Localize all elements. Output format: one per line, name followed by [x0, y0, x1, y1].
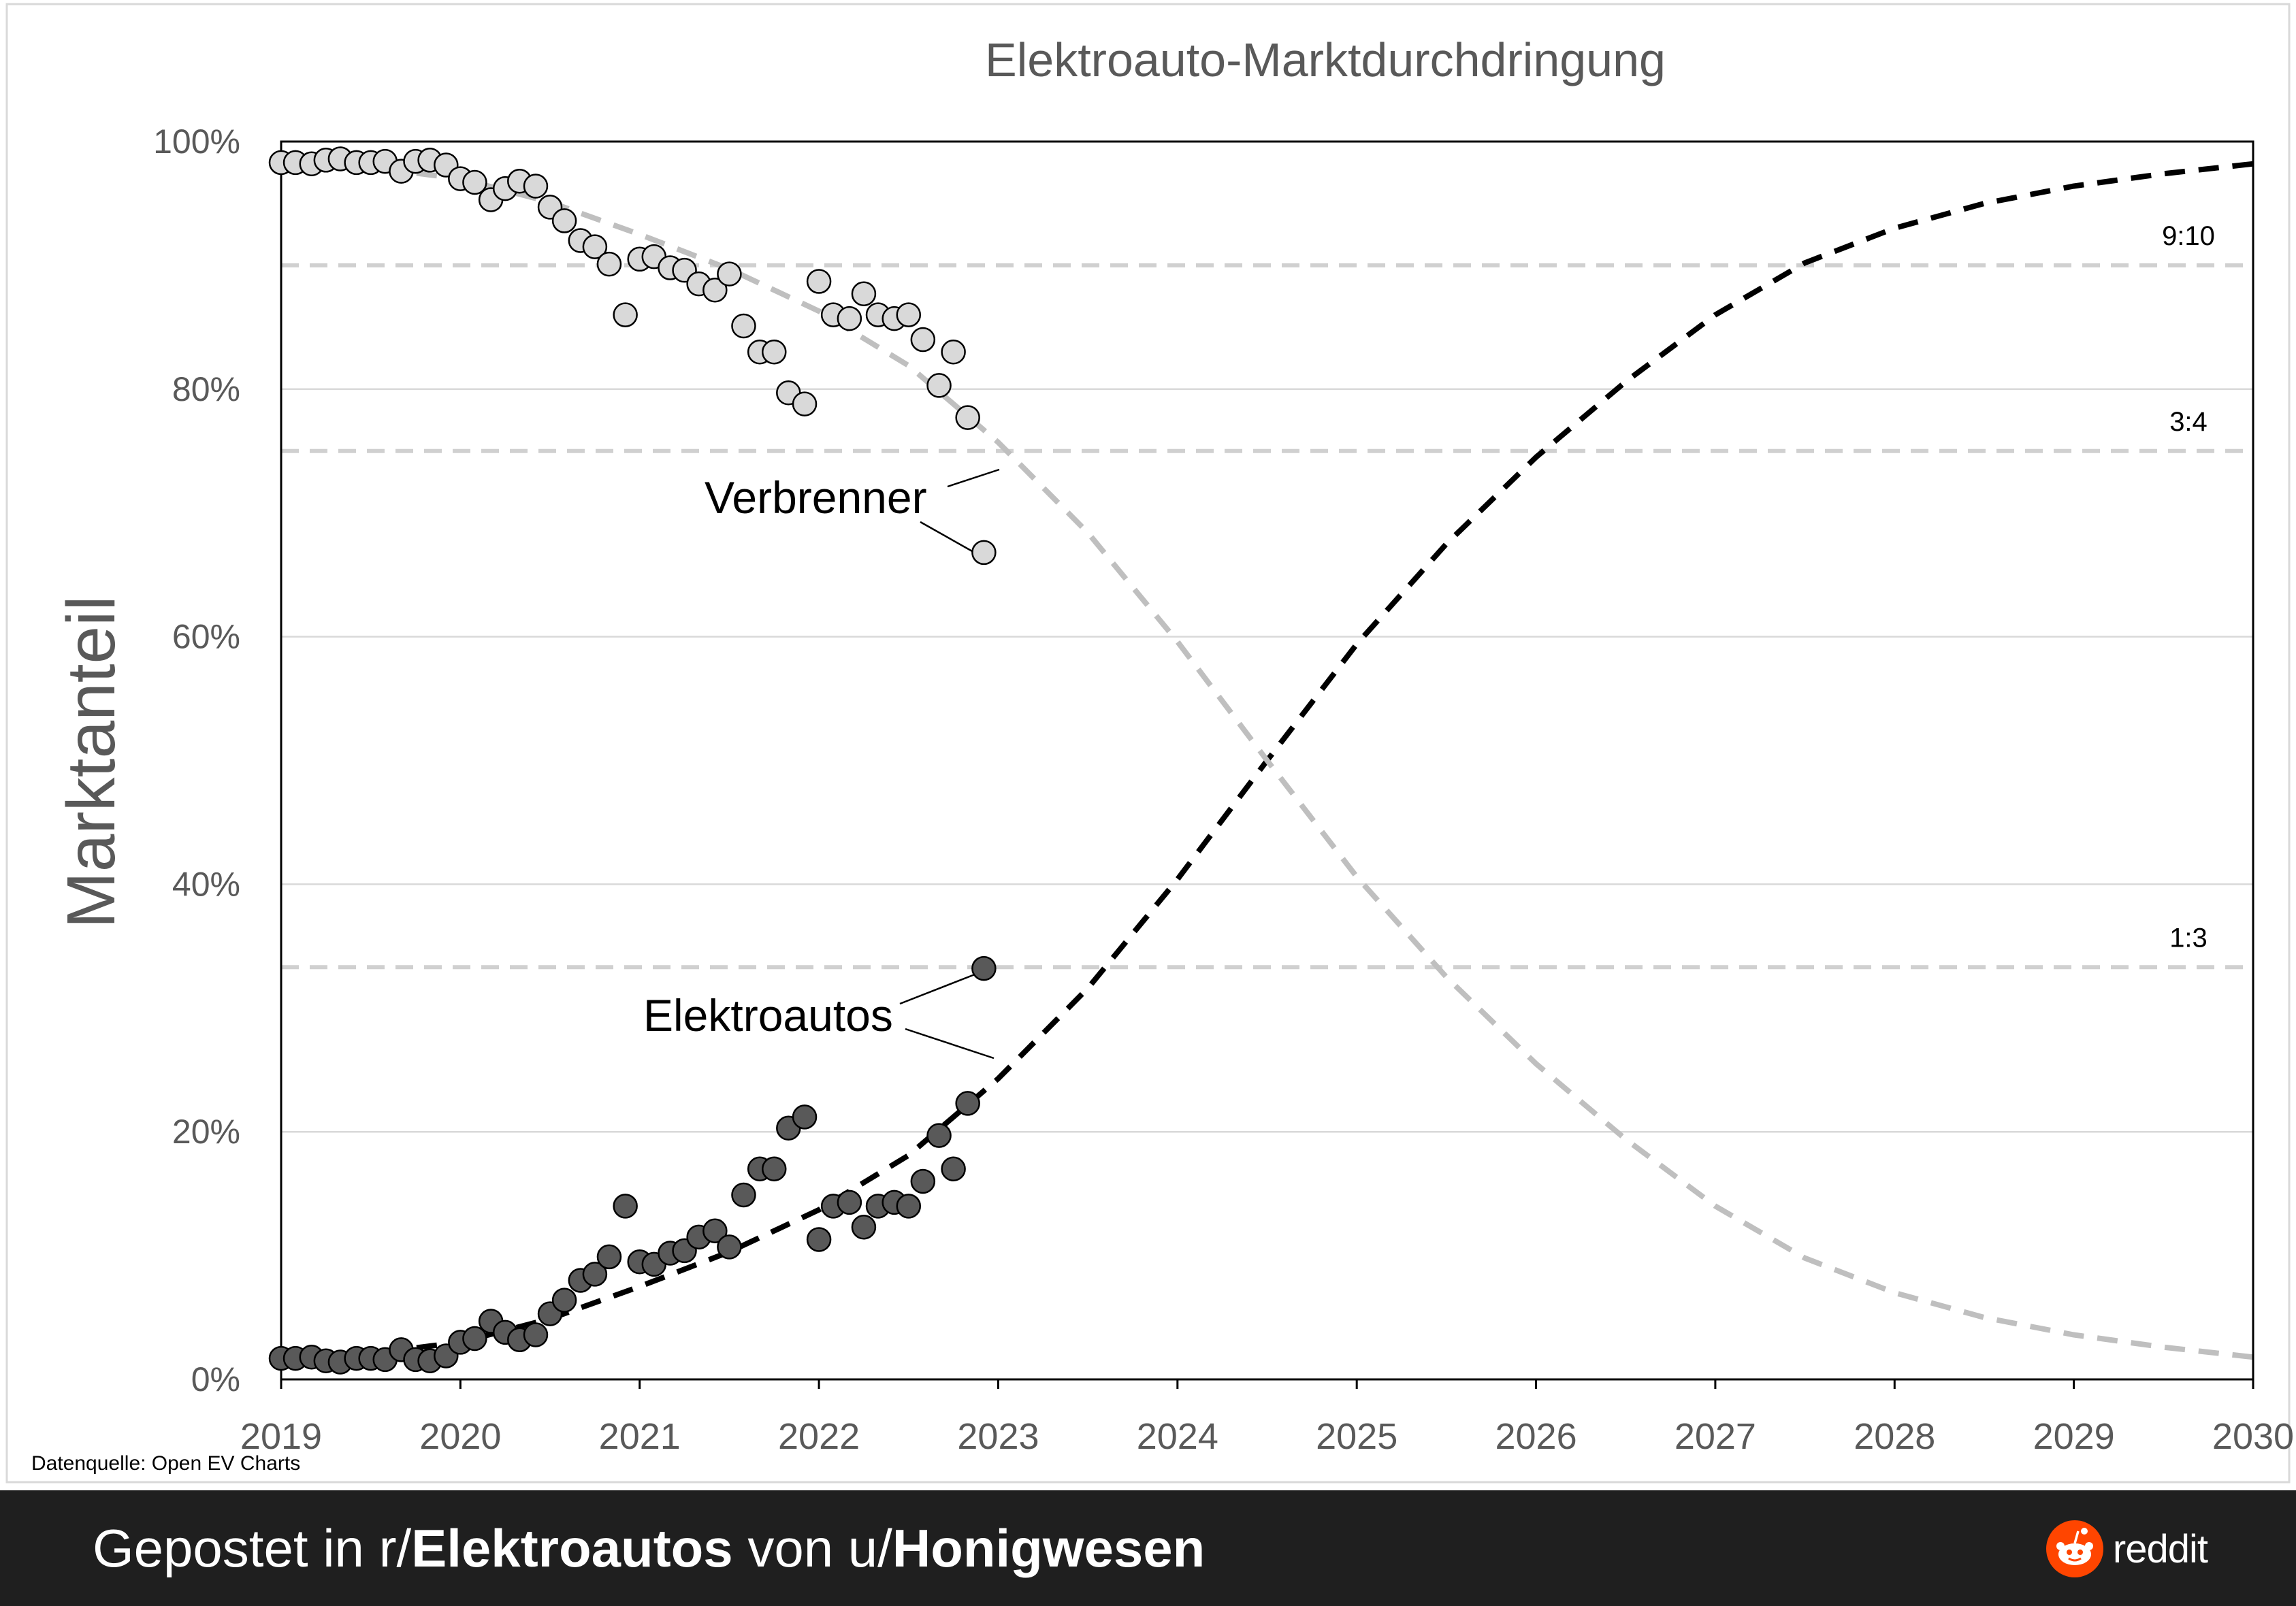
x-tick-label: 2020: [419, 1416, 501, 1457]
x-tick-labels: 2019 2020 2021 2022 2023 2024 2025 2026 2027 2028…: [240, 1379, 2294, 1457]
annotation-verbrenner: Verbrenner: [705, 472, 927, 523]
ev-data-point: [955, 1091, 980, 1116]
ice-data-point: [971, 540, 997, 566]
footer-caption: Gepostet in r/Elektroautos von u/Honigwe…: [93, 1490, 1205, 1606]
ice-data-point: [551, 208, 577, 233]
ice-data-point: [926, 373, 952, 398]
ice-data-point: [717, 261, 742, 286]
chart-figure: Elektroauto-Marktdurchdringung Marktante…: [5, 3, 2295, 1484]
leader-verbrenner-trend: [947, 468, 1000, 488]
reference-line-label: 3:4: [2169, 407, 2208, 437]
plot-frame: [280, 140, 2254, 1381]
trend-line: [280, 157, 2254, 1360]
y-tick-label: 100%: [153, 122, 240, 161]
ev-data-point: [462, 1326, 487, 1351]
ev-data-point: [837, 1190, 862, 1215]
footer-prefix: Gepostet in r/: [93, 1518, 412, 1578]
x-tick-label: 2019: [240, 1416, 322, 1457]
y-axis-label: Marktanteil: [53, 595, 129, 928]
reference-line-label: 1:3: [2169, 923, 2208, 953]
ice-data-point: [523, 174, 549, 199]
ice-data-point: [837, 306, 862, 331]
ev-data-point: [941, 1156, 966, 1182]
x-tick-label: 2028: [1854, 1416, 1935, 1457]
ev-data-point: [702, 1218, 728, 1243]
footer-middle: von u/: [732, 1518, 892, 1578]
y-tick-label: 0%: [191, 1360, 240, 1398]
x-tick-label: 2030: [2212, 1416, 2294, 1457]
trend-lines: [280, 157, 2254, 1364]
chart-svg: Elektroauto-Marktdurchdringung Marktante…: [5, 3, 2294, 1484]
leader-verbrenner-point: [920, 521, 979, 556]
ev-data-point: [851, 1215, 877, 1240]
leader-elektroautos-trend: [905, 1028, 995, 1060]
ice-data-point: [462, 169, 487, 195]
ev-data-point: [762, 1156, 787, 1182]
reddit-wordmark: reddit: [2112, 1526, 2208, 1571]
ev-data-point: [717, 1234, 742, 1260]
ev-data-point: [613, 1194, 638, 1219]
ev-data-point: [926, 1123, 952, 1148]
x-tick-label: 2029: [2033, 1416, 2115, 1457]
ev-data-point: [523, 1322, 549, 1347]
x-tick-label: 2023: [957, 1416, 1039, 1457]
ev-data-point: [806, 1227, 832, 1252]
ice-data-point: [702, 278, 728, 303]
subreddit-link[interactable]: Elektroautos: [411, 1518, 733, 1578]
x-tick-label: 2025: [1316, 1416, 1397, 1457]
ev-data-point: [896, 1194, 922, 1219]
x-tick-label: 2026: [1495, 1416, 1577, 1457]
ice-data-point: [613, 302, 638, 327]
y-tick-label: 60%: [172, 618, 240, 656]
grid-lines: [281, 388, 2253, 1133]
reddit-brand[interactable]: reddit: [2046, 1519, 2208, 1579]
annotation-elektroautos: Elektroautos: [643, 990, 893, 1040]
ev-data-point: [731, 1182, 756, 1208]
ice-data-point: [896, 302, 922, 327]
ice-data-point: [910, 327, 936, 353]
y-tick-label: 80%: [172, 370, 240, 408]
footer-bar: Gepostet in r/Elektroautos von u/Honigwe…: [0, 1490, 2296, 1606]
ice-data-point: [582, 234, 608, 259]
source-note: Datenquelle: Open EV Charts: [31, 1452, 300, 1475]
ev-data-point: [596, 1244, 622, 1270]
ice-data-point: [806, 269, 832, 294]
reference-lines: 9:10 3:4 1:3: [281, 221, 2253, 970]
x-tick-label: 2021: [599, 1416, 681, 1457]
ice-data-point: [731, 313, 756, 339]
ev-data-point: [792, 1104, 818, 1130]
x-tick-label: 2027: [1675, 1416, 1756, 1457]
ice-data-point: [762, 339, 787, 365]
ice-data-point: [792, 391, 818, 416]
user-link[interactable]: Honigwesen: [892, 1518, 1206, 1578]
leader-elektroautos-point: [899, 972, 979, 1005]
y-tick-labels: 0% 20% 40% 60% 80% 100%: [153, 122, 240, 1398]
reddit-logo-icon: [2046, 1520, 2103, 1577]
figure-border: [5, 3, 2291, 1484]
ice-data-point: [851, 281, 877, 306]
annotations: Verbrenner Elektroautos: [643, 468, 1000, 1060]
ev-data-point: [910, 1168, 936, 1194]
ev-data-point: [971, 955, 997, 981]
chart-title: Elektroauto-Marktdurchdringung: [985, 33, 1666, 86]
ice-data-point: [941, 339, 966, 365]
y-tick-label: 20%: [172, 1113, 240, 1151]
data-points: [268, 146, 997, 1375]
ice-data-point: [955, 405, 980, 430]
reference-line-label: 9:10: [2162, 221, 2215, 251]
ev-data-point: [551, 1288, 577, 1313]
y-tick-label: 40%: [172, 865, 240, 903]
ev-data-point: [582, 1262, 608, 1287]
x-tick-label: 2022: [778, 1416, 860, 1457]
ice-data-point: [596, 251, 622, 277]
x-tick-label: 2024: [1137, 1416, 1218, 1457]
